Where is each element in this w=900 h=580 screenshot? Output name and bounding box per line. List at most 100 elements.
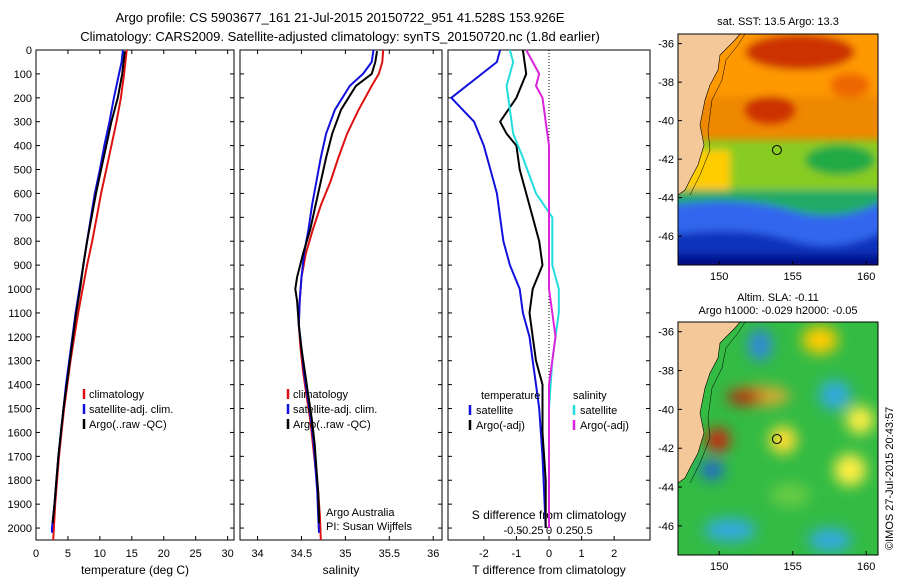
- x-tick-label: 10: [94, 548, 106, 560]
- y-tick-label: 100: [14, 69, 32, 81]
- y-tick-label: 1400: [8, 380, 32, 392]
- map-lat-label: -42: [658, 443, 674, 455]
- x-tick-label: 34: [251, 548, 263, 560]
- y-tick-label: 1600: [8, 427, 32, 439]
- map-lat-label: -44: [658, 193, 674, 205]
- series-line-temperature-satellite: [450, 49, 547, 529]
- salinity-panel: 34 34.5 35 35.5 36 salinity climatology satelli…: [239, 49, 443, 577]
- x-tick-label: 2: [611, 548, 617, 560]
- legend-label: Argo(-adj): [476, 420, 525, 432]
- map-lon-label: 155: [784, 561, 802, 573]
- sla-land: [678, 322, 741, 484]
- y-tick-label: 900: [14, 260, 32, 272]
- legend-label: Argo(-adj): [580, 420, 629, 432]
- x-tick-label: 1: [579, 548, 585, 560]
- salinity-xlabel: salinity: [323, 563, 360, 577]
- map-lat-label: -38: [658, 366, 674, 378]
- legend-label: satellite-adj. clim.: [293, 404, 377, 416]
- attribution-text: PI: Susan Wijffels: [326, 521, 412, 533]
- series-line-argo-raw-qc-: [294, 51, 378, 524]
- legend-label: satellite: [476, 405, 513, 417]
- map-lat-label: -46: [658, 521, 674, 533]
- y-tick-label: 800: [14, 236, 32, 248]
- sst-land: [678, 34, 741, 196]
- map-lat-label: -36: [658, 39, 674, 51]
- x-tick-label: 35: [339, 548, 351, 560]
- sst-map-title: sat. SST: 13.5 Argo: 13.3: [717, 16, 839, 28]
- x-tick-label: 25: [190, 548, 202, 560]
- sla-map: [678, 322, 878, 555]
- x-tick-label: 35.5: [379, 548, 400, 560]
- header-line2: Climatology: CARS2009. Satellite-adjuste…: [80, 29, 600, 44]
- salinity-diff-tick-label: 0.5: [577, 525, 592, 537]
- difference-xlabel: T difference from climatology: [472, 563, 626, 577]
- map-lat-label: -36: [658, 327, 674, 339]
- sla-map-frame: [677, 321, 879, 556]
- argo-location-marker: [771, 434, 782, 445]
- x-tick-label: 20: [158, 548, 170, 560]
- map-lat-label: -40: [658, 116, 674, 128]
- y-tick-label: 700: [14, 212, 32, 224]
- sst-map-axes: 150 155 160 -36 -38 -40 -42 -44 -46: [658, 39, 875, 283]
- map-lon-label: 160: [857, 271, 875, 283]
- map-lat-label: -38: [658, 77, 674, 89]
- y-tick-label: 500: [14, 165, 32, 177]
- sla-map-axes: 150 155 160 -36 -38 -40 -42 -44 -46: [658, 327, 875, 573]
- y-tick-label: 300: [14, 117, 32, 129]
- x-tick-label: -2: [479, 548, 489, 560]
- header-line1: Argo profile: CS 5903677_161 21-Jul-2015…: [116, 10, 565, 25]
- y-tick-label: 600: [14, 188, 32, 200]
- map-lon-label: 150: [710, 561, 728, 573]
- y-tick-label: 200: [14, 93, 32, 105]
- y-tick-label: 1000: [8, 284, 32, 296]
- y-tick-label: 1700: [8, 451, 32, 463]
- y-tick-label: 1900: [8, 499, 32, 511]
- legend-label: Argo(..raw -QC): [293, 419, 371, 431]
- y-tick-label: 400: [14, 141, 32, 153]
- series-line-temperature-argo-adj-: [499, 49, 547, 528]
- x-tick-label: 0: [546, 548, 552, 560]
- temperature-axes-frame: [35, 49, 235, 541]
- salinity-diff-tick-label: -0.25: [518, 525, 543, 537]
- attribution-text: Argo Australia: [326, 507, 395, 519]
- sla-map-title1: Altim. SLA: -0.11: [737, 292, 819, 304]
- y-tick-label: 1800: [8, 475, 32, 487]
- legend-label: climatology: [89, 389, 145, 401]
- difference-panel: -2 -1 0 1 2 T difference from climatology -0.5…: [447, 49, 651, 577]
- map-lat-label: -40: [658, 404, 674, 416]
- legend-label: satellite-adj. clim.: [89, 404, 173, 416]
- legend-title-salinity: salinity: [573, 390, 607, 402]
- map-lat-label: -44: [658, 482, 674, 494]
- temperature-xlabel: temperature (deg C): [81, 563, 189, 577]
- legend-label: Argo(..raw -QC): [89, 419, 167, 431]
- sla-map-title2: Argo h1000: -0.029 h2000: -0.05: [698, 305, 857, 317]
- legend-title-temperature: temperature: [481, 390, 540, 402]
- sst-map-frame: [677, 33, 879, 266]
- map-lon-label: 160: [857, 561, 875, 573]
- x-tick-label: -1: [512, 548, 522, 560]
- temperature-panel: 0100200300400500600700800900100011001200…: [8, 45, 235, 577]
- salinity-axes-frame: [239, 49, 443, 541]
- x-tick-label: 15: [126, 548, 138, 560]
- map-lat-label: -46: [658, 231, 674, 243]
- x-tick-label: 34.5: [291, 548, 312, 560]
- legend-label: satellite: [580, 405, 617, 417]
- series-line-salinity-argo-adj-: [525, 49, 557, 528]
- x-tick-label: 0: [33, 548, 39, 560]
- sla-shelf-contour: [689, 322, 746, 484]
- salinity-diff-tick-label: 0.25: [556, 525, 577, 537]
- salinity-diff-tick-label: -0.5: [503, 525, 522, 537]
- x-tick-label: 36: [427, 548, 439, 560]
- y-tick-label: 2000: [8, 523, 32, 535]
- series-line-argo-raw-qc-: [51, 51, 126, 524]
- map-lon-label: 155: [784, 271, 802, 283]
- argo-location-marker: [771, 145, 782, 156]
- y-tick-label: 1100: [8, 308, 32, 320]
- imos-watermark: ©IMOS 27-Jul-2015 20:43:57: [884, 407, 896, 550]
- sst-map: [678, 34, 878, 265]
- map-lat-label: -42: [658, 154, 674, 166]
- sst-shelf-contour: [689, 34, 746, 196]
- legend-label: climatology: [293, 389, 349, 401]
- map-lon-label: 150: [710, 271, 728, 283]
